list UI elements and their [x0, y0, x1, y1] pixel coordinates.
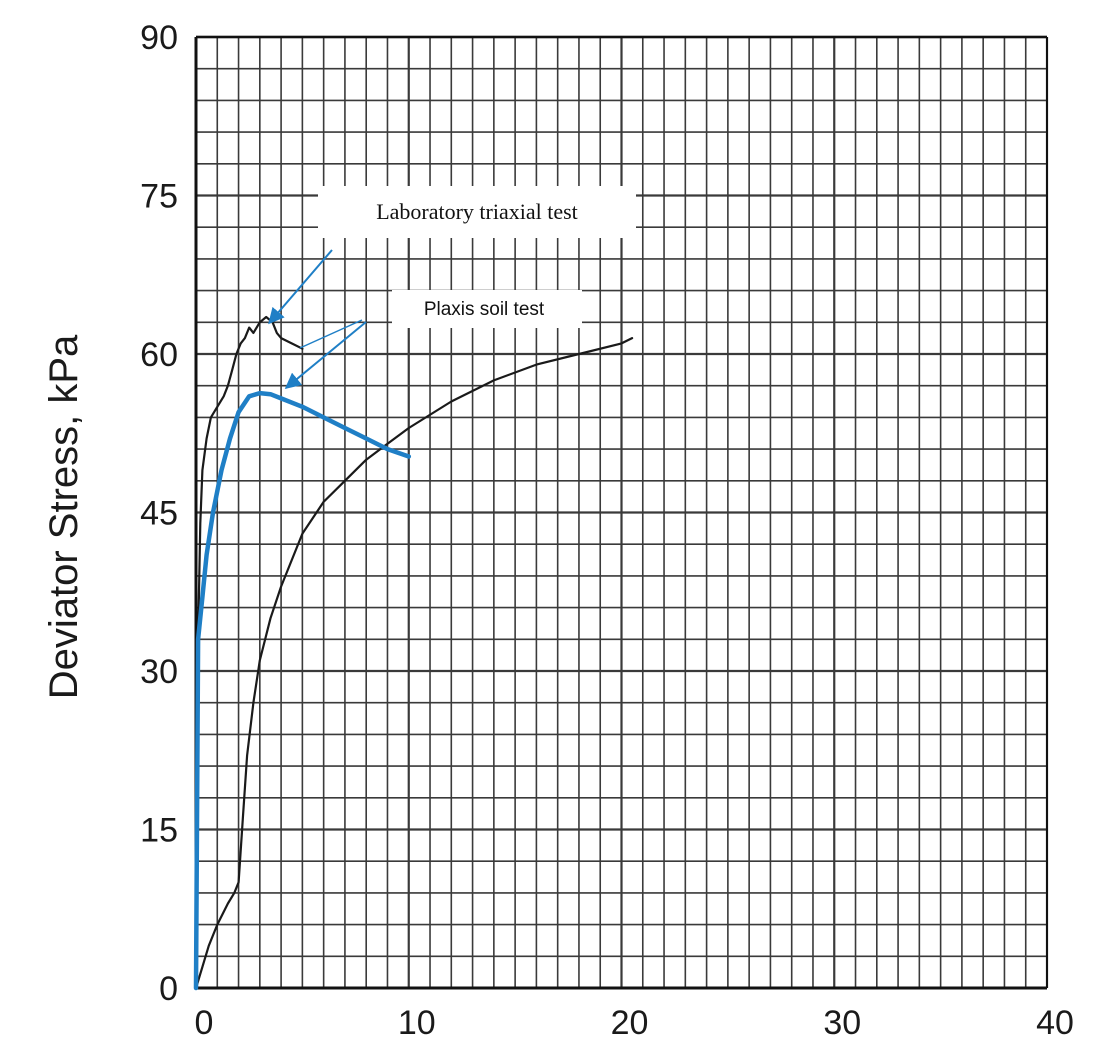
- plaxis-curve: [193, 390, 412, 991]
- tick-labels: 0 15 30 45 60 75 90 0 10 20 30 40: [140, 19, 1074, 1042]
- x-tick-label: 30: [823, 1004, 861, 1042]
- annotation-label: Laboratory triaxial test: [376, 199, 578, 224]
- annotation-box: [318, 186, 636, 238]
- y-tick-label: 60: [140, 336, 178, 374]
- y-tick-label: 90: [140, 19, 178, 57]
- lab-curve-1: [194, 315, 304, 990]
- y-tick-label: 15: [140, 812, 178, 850]
- x-tick-label: 40: [1036, 1004, 1074, 1042]
- annotation-arrow: [299, 319, 363, 349]
- y-tick-label: 45: [140, 495, 178, 533]
- y-tick-label: 75: [140, 178, 178, 216]
- annotation-arrow: [284, 321, 367, 390]
- x-tick-label: 10: [398, 1004, 436, 1042]
- grid: [194, 35, 1049, 990]
- lab-curve-0: [194, 337, 634, 990]
- y-axis-label: Deviator Stress, kPa: [42, 334, 86, 699]
- annotation-label: Plaxis soil test: [424, 299, 545, 320]
- series-group: [193, 315, 634, 991]
- y-tick-label: 30: [140, 653, 178, 691]
- annotations: Laboratory triaxial test Plaxis soil test: [268, 186, 636, 390]
- x-tick-label: 20: [611, 1004, 649, 1042]
- x-tick-label: 0: [195, 1004, 214, 1042]
- annotation-arrow: [268, 249, 333, 325]
- y-tick-label: 0: [159, 970, 178, 1008]
- annotation-box: [392, 290, 582, 328]
